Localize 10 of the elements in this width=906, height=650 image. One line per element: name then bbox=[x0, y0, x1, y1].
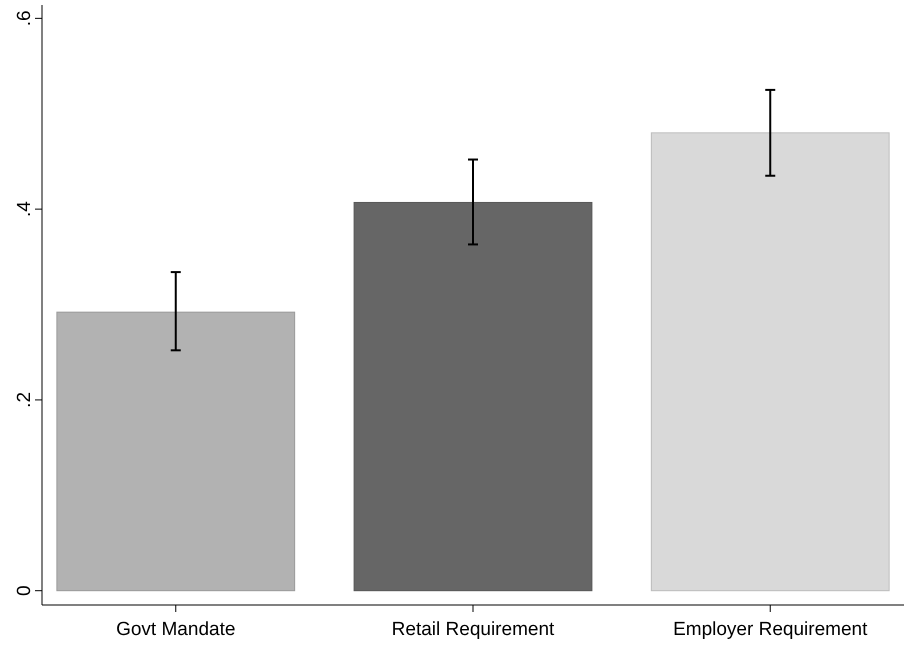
bar bbox=[56, 312, 296, 592]
y-tick-label: .6 bbox=[14, 10, 35, 26]
x-tick-label: Employer Requirement bbox=[673, 619, 868, 640]
x-tick-label: Govt Mandate bbox=[116, 619, 236, 640]
y-tick-label: .2 bbox=[14, 392, 35, 408]
y-tick-label: .4 bbox=[14, 200, 35, 218]
y-tick-label: 0 bbox=[14, 585, 35, 596]
x-tick-label: Retail Requirement bbox=[392, 619, 556, 640]
bar bbox=[650, 132, 890, 592]
bar bbox=[354, 202, 592, 592]
